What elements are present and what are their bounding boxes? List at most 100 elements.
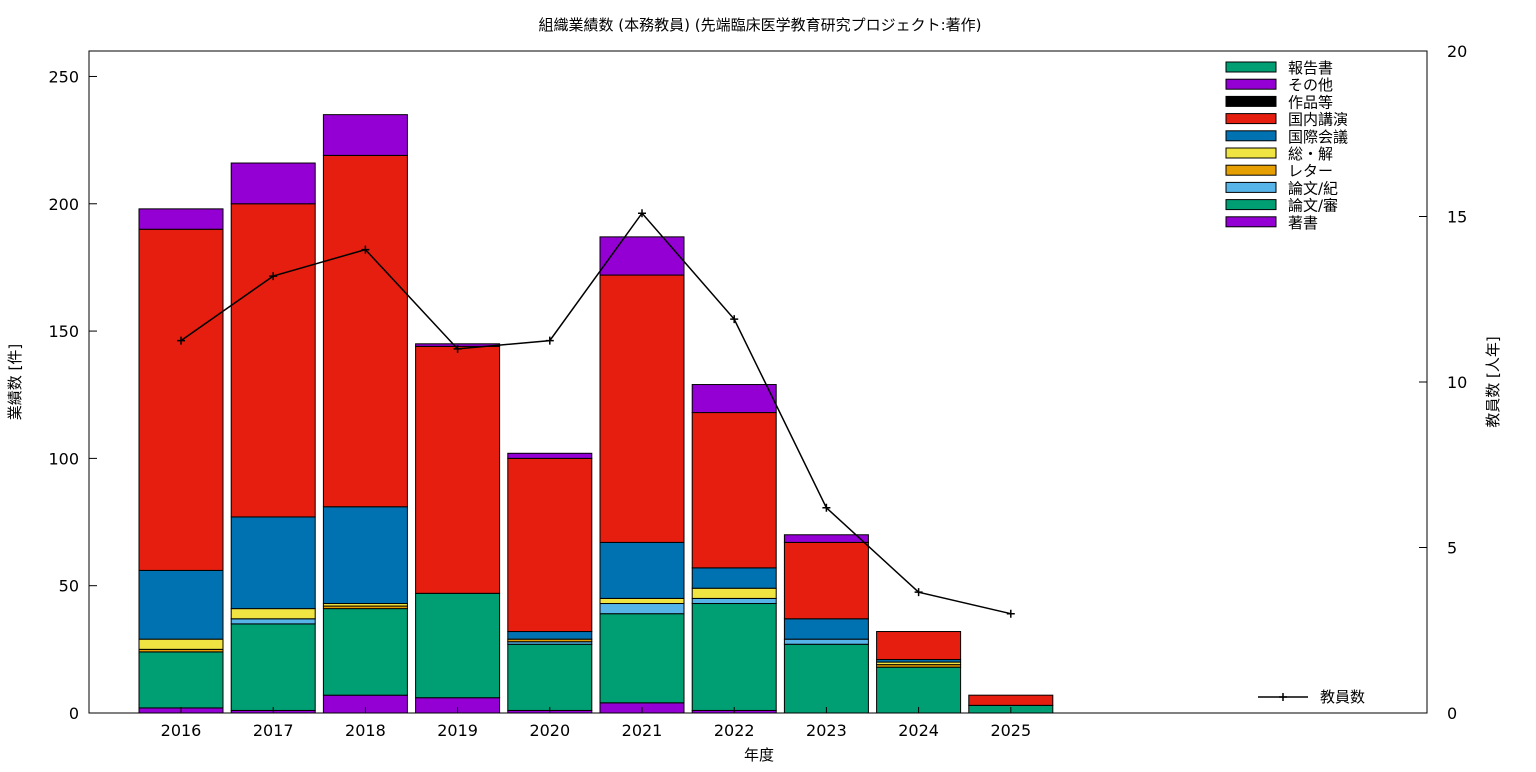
bar-segment [876, 666, 962, 714]
legend-swatch [1225, 113, 1277, 125]
bar-segment [322, 154, 408, 508]
x-tick-label: 2016 [161, 721, 202, 740]
x-tick-label: 2017 [253, 721, 294, 740]
y2-tick-label: 10 [1447, 373, 1467, 392]
bar-segment [876, 631, 962, 661]
line-series-path [180, 211, 1011, 615]
bar-segment [599, 597, 685, 605]
y-tick-label: 250 [48, 67, 79, 86]
line-point [545, 336, 554, 345]
bar-segment [230, 623, 316, 711]
legend-label: 著書 [1288, 214, 1318, 232]
bar-segment [783, 541, 869, 620]
y2-tick-label: 15 [1447, 208, 1467, 227]
bar-segment [507, 452, 593, 459]
line-point [822, 503, 831, 512]
line-point [361, 245, 370, 254]
legend-label: 論文/紀 [1288, 179, 1338, 197]
legend-label: その他 [1288, 76, 1333, 94]
legend-swatch [1225, 147, 1277, 159]
bar-segment [138, 651, 224, 709]
bar-segment [230, 608, 316, 620]
bar-segment [230, 516, 316, 610]
bar-segment [507, 631, 593, 640]
bar-segment [322, 114, 408, 156]
legend-swatch [1225, 164, 1277, 176]
legend-label: 総・解 [1288, 145, 1333, 163]
y-tick-label: 0 [69, 704, 79, 723]
bar-segment [230, 618, 316, 625]
bar-segment [507, 457, 593, 633]
legend-swatch [1225, 95, 1277, 107]
legend-label: 国際会議 [1288, 128, 1348, 146]
x-tick-label: 2022 [714, 721, 755, 740]
x-tick-label: 2020 [529, 721, 570, 740]
line-point [453, 344, 462, 353]
x-tick-label: 2023 [806, 721, 847, 740]
line-point [730, 315, 739, 324]
bar-segment [691, 603, 777, 711]
bar-segment [322, 608, 408, 696]
bar-segment [507, 643, 593, 711]
x-axis-title: 年度 [744, 746, 774, 764]
line-point [638, 209, 646, 218]
y-tick-label: 150 [48, 322, 79, 341]
bar-segment [415, 345, 501, 594]
bar-segment [322, 506, 408, 605]
legend-line-label: 教員数 [1320, 688, 1365, 706]
bar-segment [599, 236, 685, 276]
bar-segment [691, 384, 777, 414]
chart-title: 組織業績数 (本務教員) (先端臨床医学教育研究プロジェクト:著作) [538, 16, 981, 34]
bar-segment [415, 592, 501, 699]
legend-swatch [1225, 61, 1277, 73]
y-tick-label: 100 [48, 449, 79, 468]
line-point [1006, 609, 1015, 618]
legend-label: 報告書 [1288, 59, 1333, 77]
y2-tick-label: 0 [1447, 704, 1457, 723]
bar-segment [691, 587, 777, 599]
line-point [177, 336, 185, 345]
bar-segment [968, 694, 1054, 706]
y-tick-label: 200 [48, 195, 79, 214]
legend-swatch [1225, 216, 1277, 228]
bar-segment [138, 569, 224, 640]
y2-tick-label: 20 [1447, 42, 1467, 61]
legend-label: 国内講演 [1288, 111, 1348, 129]
bar-segment [599, 274, 685, 543]
legend-swatch [1225, 181, 1277, 193]
line-point [269, 272, 278, 281]
x-tick-label: 2018 [345, 721, 386, 740]
bar-segment [783, 534, 869, 543]
bar-segment [599, 613, 685, 704]
y2-tick-label: 5 [1447, 539, 1457, 558]
bar-segment [783, 638, 869, 645]
legend-label: 作品等 [1288, 93, 1333, 111]
bar-segment [691, 412, 777, 569]
legend-label: 論文/審 [1288, 197, 1338, 215]
legend-swatch [1225, 199, 1277, 211]
bar-segment [783, 618, 869, 640]
legend-swatch [1225, 78, 1277, 90]
bar-segment [599, 541, 685, 599]
y-tick-label: 50 [59, 577, 79, 596]
line-point [914, 588, 923, 597]
x-tick-label: 2019 [437, 721, 478, 740]
bar-segment [138, 638, 224, 650]
legend-line-marker [1279, 693, 1287, 701]
y-axis-title: 業績数 [件] [6, 344, 24, 420]
x-tick-label: 2024 [898, 721, 939, 740]
legend-label: レター [1288, 162, 1333, 180]
x-tick-label: 2021 [622, 721, 663, 740]
bar-segment [691, 567, 777, 589]
bar-segment [138, 208, 224, 230]
bar-segment [230, 162, 316, 205]
bar-segment [783, 643, 869, 714]
legend-swatch [1225, 130, 1277, 142]
x-tick-label: 2025 [990, 721, 1031, 740]
bar-segment [691, 597, 777, 605]
bar-segment [230, 203, 316, 518]
bar-segment [138, 228, 224, 571]
y2-axis-title: 教員数 [人年] [1484, 336, 1502, 427]
